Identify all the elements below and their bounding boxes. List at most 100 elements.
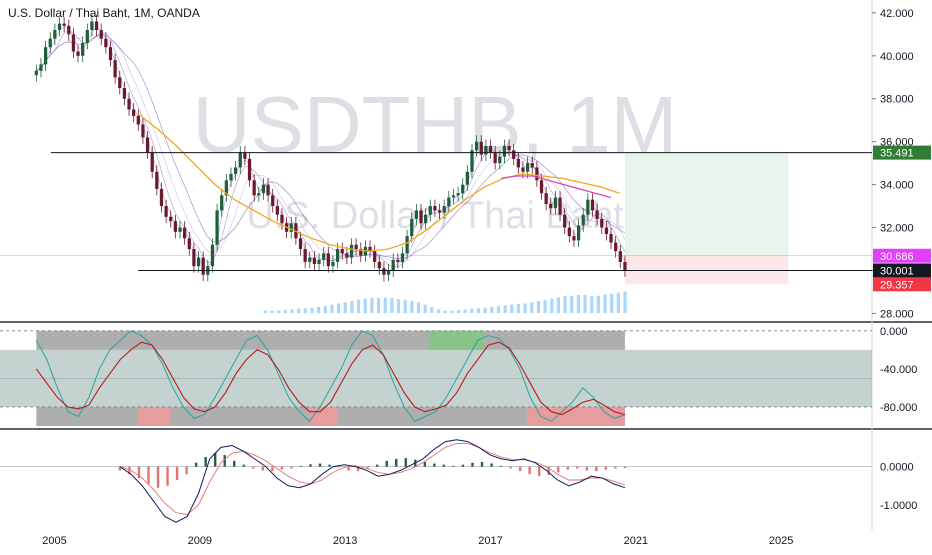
candle-body: [447, 197, 451, 207]
volume-bar: [470, 308, 474, 313]
macd-histogram-bar: [175, 466, 179, 481]
macd-histogram-bar: [156, 466, 160, 488]
macd-histogram-bar: [547, 466, 550, 476]
price-label: 29.357: [880, 279, 914, 291]
macd-histogram-bar: [309, 464, 312, 467]
volume-bar: [317, 307, 321, 313]
candle-body: [178, 227, 182, 232]
candle-body: [266, 184, 270, 196]
candle-body: [391, 259, 395, 271]
candle-body: [257, 193, 261, 196]
candle-body: [173, 221, 177, 232]
candle-body: [465, 171, 469, 185]
volume-bar: [616, 292, 620, 313]
macd-pane[interactable]: [0, 439, 872, 523]
macd-histogram-bar: [442, 464, 446, 467]
volume-bar: [530, 302, 534, 313]
y-tick-label: 32.000: [880, 223, 914, 235]
volume-bar: [443, 310, 447, 313]
macd-histogram-bar: [328, 464, 331, 467]
macd-histogram-bar: [623, 466, 627, 469]
candle-body: [99, 30, 103, 39]
macd-histogram-bar: [471, 462, 474, 467]
volume-bar: [463, 309, 467, 313]
candle-body: [475, 141, 479, 151]
stochastic-tick-label: 0.000: [880, 326, 908, 338]
x-tick-label: 2009: [188, 535, 212, 547]
volume-bar: [363, 298, 367, 313]
volume-bar: [383, 297, 387, 313]
candle-body: [512, 150, 516, 159]
stochastic-tick-label: -80.000: [880, 402, 917, 414]
macd-histogram-bar: [271, 466, 274, 472]
candle-body: [196, 257, 201, 267]
candle-body: [275, 206, 279, 215]
macd-histogram-bar: [213, 453, 217, 467]
candle-body: [345, 253, 349, 258]
candle-body: [451, 195, 456, 198]
target-zone: [624, 152, 789, 256]
candle-body: [373, 251, 377, 262]
candle-body: [461, 184, 465, 194]
volume-bar: [423, 304, 427, 313]
candle-body: [81, 42, 85, 56]
candle-body: [57, 23, 62, 31]
macd-tick-label: -1.0000: [880, 500, 917, 512]
candle-body: [229, 173, 233, 181]
macd-histogram-bar: [137, 466, 141, 479]
macd-histogram-bar: [290, 466, 293, 469]
volume-bar: [496, 306, 501, 313]
stochastic-tick-label: -40.000: [880, 364, 917, 376]
volume-bar: [343, 302, 347, 313]
volume-bar: [356, 299, 361, 313]
candle-body: [368, 246, 372, 252]
candle-body: [340, 249, 344, 254]
candle-body: [238, 152, 242, 168]
macd-histogram-bar: [118, 466, 122, 471]
candle-body: [85, 30, 89, 43]
volume-bar: [503, 305, 507, 313]
candle-body: [303, 249, 307, 262]
stochastic-pane[interactable]: [0, 330, 872, 426]
candle-body: [558, 197, 562, 215]
candle-body: [335, 249, 340, 262]
candle-body: [261, 184, 266, 194]
candle-body: [243, 152, 247, 159]
price-label-bg: [873, 277, 931, 292]
volume-bar: [563, 296, 567, 313]
volume-bar: [490, 307, 494, 313]
candle-body: [90, 21, 94, 31]
macd-histogram-bar: [614, 466, 617, 469]
candle-body: [326, 253, 330, 267]
candle-body: [563, 214, 567, 228]
volume-bar: [523, 303, 527, 313]
candle-body: [424, 214, 428, 224]
macd-histogram-bar: [356, 466, 360, 472]
candle-body: [104, 38, 108, 48]
candle-body: [39, 64, 43, 71]
volume-bar: [390, 298, 394, 313]
candle-body: [113, 60, 117, 78]
price-label: 35.491: [880, 148, 914, 160]
candle-body: [298, 238, 303, 250]
ema-pink-line: [501, 175, 611, 199]
candle-body: [187, 238, 191, 250]
macd-histogram-bar: [595, 466, 598, 472]
volume-bar: [476, 308, 481, 313]
volume-bar: [450, 310, 454, 313]
macd-histogram-bar: [385, 460, 388, 467]
macd-histogram-bar: [337, 466, 341, 468]
volume-bar: [263, 310, 267, 313]
candle-body: [502, 145, 507, 157]
candle-body: [595, 210, 599, 219]
candle-body: [396, 259, 400, 262]
main-pane[interactable]: [0, 15, 872, 313]
candle-body: [456, 193, 460, 196]
volume-bar: [277, 310, 281, 313]
volume-bar: [436, 309, 441, 313]
macd-histogram-bar: [433, 463, 436, 467]
candle-body: [210, 244, 215, 267]
candle-body: [289, 223, 293, 232]
